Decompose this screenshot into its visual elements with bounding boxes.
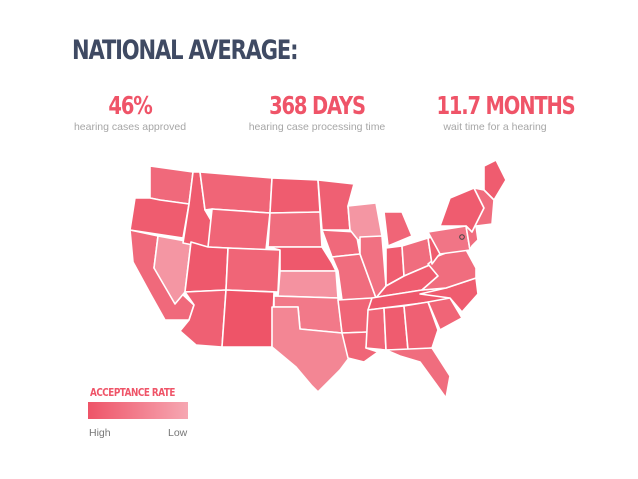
state-ne-states [465, 187, 495, 251]
state-sd [267, 211, 323, 248]
state-ut [184, 241, 229, 293]
stat-wait-time: 11.7 MONTHS wait time for a hearing [420, 91, 576, 134]
stat-processing-time: 368 DAYS hearing case processing time [232, 91, 402, 134]
state-fl [385, 347, 451, 399]
dc-marker [459, 234, 465, 240]
state-me [483, 159, 507, 201]
legend-gradient-bar [88, 402, 188, 419]
stat-value: 46% [108, 91, 152, 120]
state-co [225, 247, 281, 293]
state-nm [221, 289, 275, 348]
state-wa [149, 165, 194, 205]
state-wi [347, 202, 383, 241]
state-wy [207, 208, 271, 251]
state-mt [199, 171, 273, 214]
legend-high-label: High [89, 427, 111, 439]
state-nd [269, 177, 321, 214]
stat-label: hearing cases approved [73, 121, 187, 133]
state-ks [277, 270, 339, 299]
stat-approved: 46% hearing cases approved [60, 91, 200, 134]
stat-value: 368 DAYS [269, 91, 366, 120]
stat-value: 11.7 MONTHS [436, 91, 576, 120]
state-mi [383, 211, 413, 247]
state-tx [271, 306, 353, 393]
state-id [182, 171, 213, 249]
state-ga [403, 301, 439, 351]
stat-label: hearing case processing time [248, 121, 386, 133]
state-ms [365, 307, 387, 351]
stat-label: wait time for a hearing [443, 121, 547, 133]
legend-low-label: Low [168, 427, 188, 439]
page-title: NATIONAL AVERAGE: [72, 35, 299, 66]
legend-title: ACCEPTANCE RATE [90, 386, 175, 399]
state-sc [427, 297, 463, 331]
